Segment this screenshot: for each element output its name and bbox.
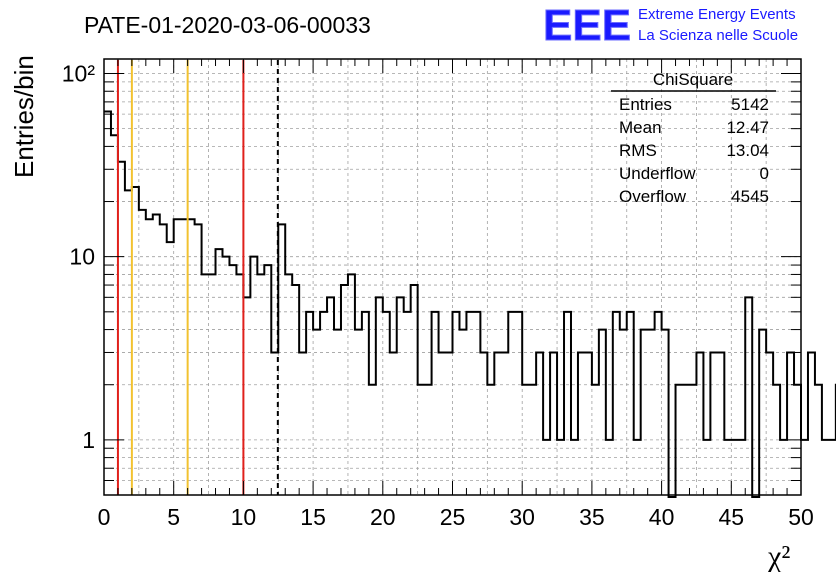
stats-label: Mean: [619, 118, 662, 137]
grid: [104, 59, 801, 495]
stats-value: 12.47: [726, 118, 769, 137]
stats-label: Underflow: [619, 164, 696, 183]
stats-box-title: ChiSquare: [653, 70, 733, 89]
x-tick-label: 35: [579, 504, 605, 530]
y-tick-label: 1: [82, 427, 95, 453]
chart-title: PATE-01-2020-03-06-00033: [84, 12, 371, 38]
stats-value: 5142: [731, 95, 769, 114]
x-tick-label: 45: [719, 504, 745, 530]
stats-label: Entries: [619, 95, 672, 114]
x-tick-label: 15: [300, 504, 326, 530]
histogram-series: [104, 110, 836, 498]
stats-label: Overflow: [619, 187, 687, 206]
x-tick-label: 50: [788, 504, 814, 530]
stats-label: RMS: [619, 141, 657, 160]
stats-value: 13.04: [726, 141, 769, 160]
stats-box: ChiSquare Entries 5142 Mean 12.47 RMS 13.04 Un…: [611, 70, 776, 206]
x-tick-label: 25: [440, 504, 466, 530]
axis-ticks: [103, 59, 802, 495]
y-axis-title: Entries/bin: [9, 55, 39, 178]
x-tick-label: 40: [649, 504, 675, 530]
stats-rows: Entries 5142 Mean 12.47 RMS 13.04 Underflow 0 Ov…: [619, 95, 769, 206]
eee-logo: EEE Extreme Energy Events La Scienza nel…: [543, 1, 799, 51]
x-axis-title: χ²: [767, 540, 790, 572]
eee-logo-text: EEE: [543, 1, 631, 50]
x-tick-label: 30: [509, 504, 535, 530]
x-tick-label: 5: [167, 504, 180, 530]
eee-logo-line1: Extreme Energy Events: [638, 6, 796, 23]
stats-value: 0: [760, 164, 769, 183]
x-tick-label: 10: [231, 504, 257, 530]
x-tick-label: 20: [370, 504, 396, 530]
reference-lines: [116, 60, 279, 495]
x-tick-labels: 0 5 10 15 20 25 30 35 40 45 50: [98, 504, 814, 530]
eee-logo-line2: La Scienza nelle Scuole: [638, 27, 798, 44]
y-tick-label: 10²: [62, 61, 96, 87]
y-tick-labels: 1 10 10²: [62, 61, 96, 453]
y-tick-label: 10: [69, 244, 95, 270]
x-tick-label: 0: [98, 504, 111, 530]
stats-value: 4545: [731, 187, 769, 206]
